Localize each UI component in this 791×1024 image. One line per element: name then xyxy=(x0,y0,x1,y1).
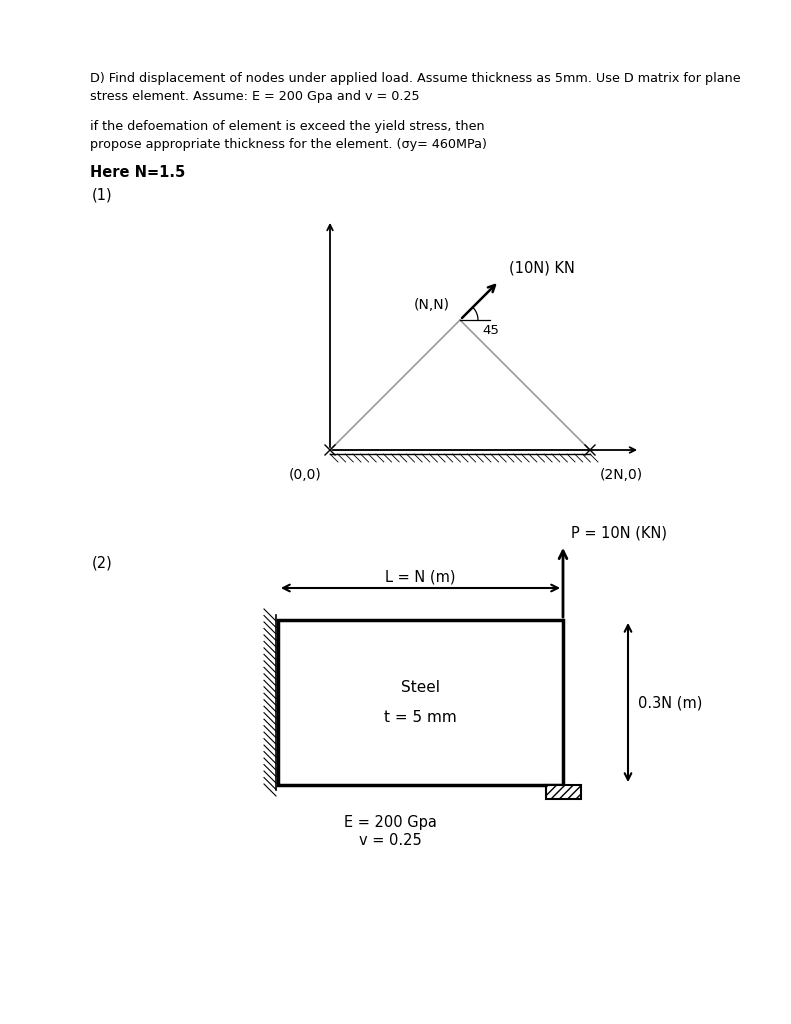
Text: (2): (2) xyxy=(92,555,113,570)
Text: v = 0.25: v = 0.25 xyxy=(359,833,422,848)
Text: t = 5 mm: t = 5 mm xyxy=(384,711,457,725)
Bar xyxy=(546,785,581,799)
Text: if the defoemation of element is exceed the yield stress, then: if the defoemation of element is exceed … xyxy=(90,120,485,133)
Text: D) Find displacement of nodes under applied load. Assume thickness as 5mm. Use D: D) Find displacement of nodes under appl… xyxy=(90,72,740,85)
Text: (10N) KN: (10N) KN xyxy=(509,260,575,275)
Text: E = 200 Gpa: E = 200 Gpa xyxy=(344,815,437,830)
Text: 0.3N (m): 0.3N (m) xyxy=(638,695,702,710)
Text: (2N,0): (2N,0) xyxy=(600,468,643,482)
Text: propose appropriate thickness for the element. (σy= 460MPa): propose appropriate thickness for the el… xyxy=(90,138,487,151)
Text: Here N=1.5: Here N=1.5 xyxy=(90,165,185,180)
Text: P = 10N (KN): P = 10N (KN) xyxy=(571,525,667,540)
Text: (1): (1) xyxy=(92,188,112,203)
Text: L = N (m): L = N (m) xyxy=(385,569,456,584)
Text: (N,N): (N,N) xyxy=(414,298,450,312)
Text: Steel: Steel xyxy=(401,680,440,694)
Bar xyxy=(278,620,563,785)
Text: 45: 45 xyxy=(482,324,499,337)
Text: (0,0): (0,0) xyxy=(290,468,322,482)
Text: stress element. Assume: E = 200 Gpa and v = 0.25: stress element. Assume: E = 200 Gpa and … xyxy=(90,90,419,103)
